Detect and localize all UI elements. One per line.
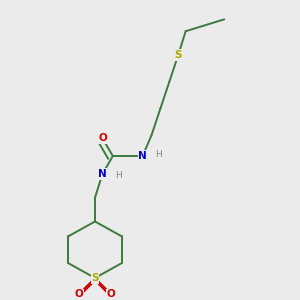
Text: O: O — [98, 133, 107, 143]
Text: N: N — [138, 151, 147, 161]
Text: O: O — [107, 289, 116, 299]
Text: S: S — [175, 50, 182, 60]
Text: H: H — [155, 150, 162, 159]
Text: N: N — [98, 169, 107, 179]
Text: H: H — [116, 171, 122, 180]
Text: S: S — [91, 273, 99, 283]
Text: O: O — [74, 289, 83, 299]
